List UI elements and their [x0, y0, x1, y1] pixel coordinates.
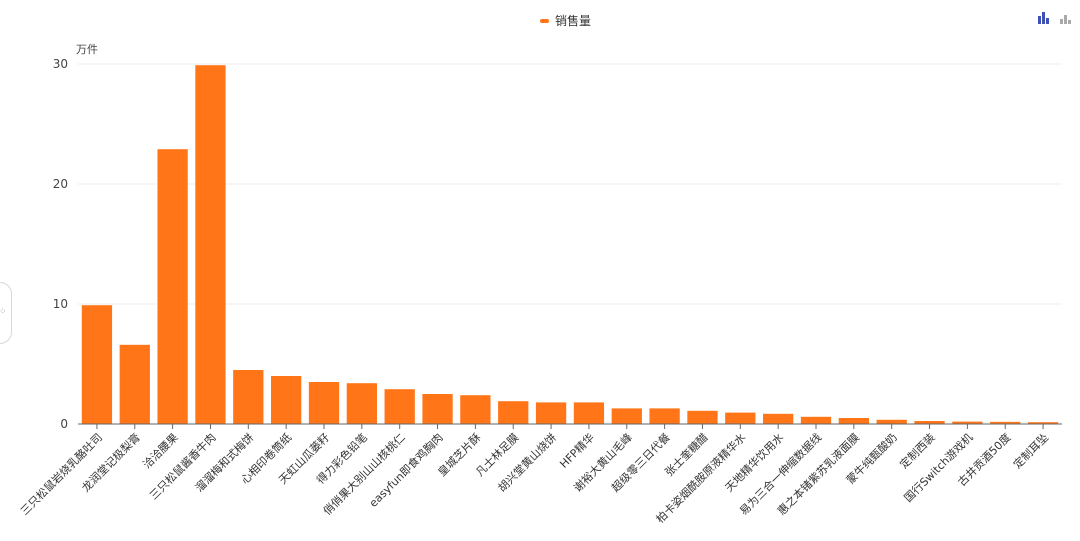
drag-handle-icon: ⁘: [0, 308, 8, 317]
x-tick-label: 三只松鼠酱香牛肉: [146, 430, 218, 502]
bar[interactable]: [309, 382, 339, 424]
y-tick-label: 30: [53, 57, 68, 71]
y-tick-label: 10: [53, 297, 68, 311]
y-axis-unit: 万件: [76, 43, 98, 56]
bar-chart-alt-icon[interactable]: [1060, 12, 1072, 24]
bar[interactable]: [574, 402, 604, 424]
bar[interactable]: [385, 389, 415, 424]
x-tick-label: 定制耳坠: [1010, 430, 1051, 471]
y-tick-label: 20: [53, 177, 68, 191]
bar[interactable]: [157, 149, 187, 424]
bar[interactable]: [687, 411, 717, 424]
x-tick-label: easyfun即食鸡胸肉: [366, 430, 446, 510]
bar[interactable]: [498, 401, 528, 424]
bar-chart-icon[interactable]: [1038, 12, 1050, 24]
y-tick-label: 0: [60, 417, 68, 431]
bar[interactable]: [460, 395, 490, 424]
bar[interactable]: [347, 383, 377, 424]
bar[interactable]: [195, 65, 225, 424]
bar[interactable]: [271, 376, 301, 424]
bar[interactable]: [536, 402, 566, 424]
bar[interactable]: [422, 394, 452, 424]
bar[interactable]: [233, 370, 263, 424]
bar[interactable]: [82, 305, 112, 424]
side-panel-handle[interactable]: ⁘: [0, 282, 12, 344]
bar[interactable]: [801, 417, 831, 424]
bar[interactable]: [877, 420, 907, 424]
bar[interactable]: [649, 408, 679, 424]
bar[interactable]: [839, 418, 869, 424]
legend[interactable]: 销售量: [540, 12, 591, 29]
bar[interactable]: [612, 408, 642, 424]
bar[interactable]: [725, 413, 755, 424]
x-tick-label: 国行Switch游戏机: [901, 430, 976, 505]
bar[interactable]: [120, 345, 150, 424]
bar[interactable]: [763, 414, 793, 424]
toolbox: [1038, 12, 1072, 24]
legend-swatch: [540, 19, 549, 23]
legend-label: 销售量: [555, 12, 591, 29]
